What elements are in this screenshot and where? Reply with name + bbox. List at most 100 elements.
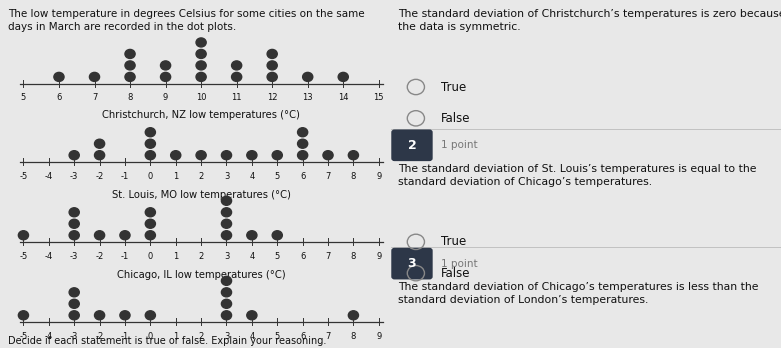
Text: Chicago, IL low temperatures (°C): Chicago, IL low temperatures (°C) xyxy=(117,270,285,280)
Circle shape xyxy=(19,311,28,320)
Circle shape xyxy=(145,208,155,217)
Circle shape xyxy=(69,288,79,297)
Text: 15: 15 xyxy=(373,93,384,102)
Circle shape xyxy=(161,61,170,70)
Circle shape xyxy=(221,276,231,285)
Circle shape xyxy=(95,139,105,148)
FancyBboxPatch shape xyxy=(391,129,433,161)
Circle shape xyxy=(247,311,257,320)
Circle shape xyxy=(95,311,105,320)
Text: 8: 8 xyxy=(127,93,133,102)
Text: 3: 3 xyxy=(224,252,229,261)
Circle shape xyxy=(125,49,135,58)
Circle shape xyxy=(221,288,231,297)
Text: 9: 9 xyxy=(163,93,168,102)
Text: -5: -5 xyxy=(20,252,27,261)
Text: 7: 7 xyxy=(326,332,330,341)
Text: 7: 7 xyxy=(92,93,97,102)
Text: The low temperature in degrees Celsius for some cities on the same
days in March: The low temperature in degrees Celsius f… xyxy=(8,9,365,32)
Text: 6: 6 xyxy=(300,332,305,341)
Text: 2: 2 xyxy=(198,172,204,181)
Text: 0: 0 xyxy=(148,252,153,261)
Circle shape xyxy=(267,61,277,70)
Text: The standard deviation of Christchurch’s temperatures is zero because
the data i: The standard deviation of Christchurch’s… xyxy=(398,9,781,32)
Text: 2: 2 xyxy=(198,332,204,341)
Text: 9: 9 xyxy=(376,172,381,181)
Circle shape xyxy=(170,151,180,160)
Circle shape xyxy=(272,151,283,160)
Circle shape xyxy=(69,311,79,320)
Circle shape xyxy=(69,231,79,240)
Circle shape xyxy=(196,38,206,47)
Text: 12: 12 xyxy=(267,93,277,102)
Text: 1: 1 xyxy=(173,172,178,181)
Text: 8: 8 xyxy=(351,332,356,341)
Circle shape xyxy=(221,219,231,228)
Text: -1: -1 xyxy=(121,172,129,181)
Text: 1 point: 1 point xyxy=(441,140,478,150)
Text: False: False xyxy=(441,267,471,280)
Text: -5: -5 xyxy=(20,172,27,181)
Text: -5: -5 xyxy=(20,332,27,341)
Text: 3: 3 xyxy=(408,257,416,270)
Text: True: True xyxy=(441,80,466,94)
Text: 0: 0 xyxy=(148,332,153,341)
Circle shape xyxy=(298,151,308,160)
Text: 4: 4 xyxy=(249,172,255,181)
Text: The standard deviation of Chicago’s temperatures is less than the
standard devia: The standard deviation of Chicago’s temp… xyxy=(398,282,759,305)
Text: 7: 7 xyxy=(326,172,330,181)
Circle shape xyxy=(54,72,64,81)
Circle shape xyxy=(145,311,155,320)
Text: 6: 6 xyxy=(300,172,305,181)
Text: 7: 7 xyxy=(326,252,330,261)
Circle shape xyxy=(69,219,79,228)
Circle shape xyxy=(221,208,231,217)
Text: -1: -1 xyxy=(121,332,129,341)
Text: -3: -3 xyxy=(70,332,78,341)
Text: -4: -4 xyxy=(45,172,53,181)
Circle shape xyxy=(221,151,231,160)
Circle shape xyxy=(221,311,231,320)
Text: -3: -3 xyxy=(70,172,78,181)
Text: -4: -4 xyxy=(45,332,53,341)
Text: 3: 3 xyxy=(224,332,229,341)
Circle shape xyxy=(119,311,130,320)
Circle shape xyxy=(145,139,155,148)
Text: True: True xyxy=(441,235,466,248)
Circle shape xyxy=(302,72,312,81)
FancyBboxPatch shape xyxy=(391,248,433,279)
Circle shape xyxy=(125,61,135,70)
Circle shape xyxy=(95,151,105,160)
Circle shape xyxy=(145,231,155,240)
Circle shape xyxy=(196,49,206,58)
Circle shape xyxy=(69,208,79,217)
Circle shape xyxy=(19,231,28,240)
Text: 2: 2 xyxy=(408,139,416,152)
Circle shape xyxy=(323,151,333,160)
Text: 9: 9 xyxy=(376,252,381,261)
Text: -2: -2 xyxy=(95,332,104,341)
Circle shape xyxy=(95,231,105,240)
Text: 1: 1 xyxy=(173,332,178,341)
Circle shape xyxy=(69,299,79,308)
Text: 9: 9 xyxy=(376,332,381,341)
Circle shape xyxy=(161,72,170,81)
Text: 4: 4 xyxy=(249,332,255,341)
Circle shape xyxy=(231,72,241,81)
Circle shape xyxy=(119,231,130,240)
Text: 3: 3 xyxy=(224,172,229,181)
Circle shape xyxy=(196,61,206,70)
Text: -2: -2 xyxy=(95,252,104,261)
Text: 10: 10 xyxy=(196,93,206,102)
Circle shape xyxy=(338,72,348,81)
Text: 6: 6 xyxy=(300,252,305,261)
Circle shape xyxy=(145,151,155,160)
Circle shape xyxy=(196,151,206,160)
Text: 5: 5 xyxy=(275,172,280,181)
Text: 13: 13 xyxy=(302,93,313,102)
Circle shape xyxy=(272,231,283,240)
Text: -1: -1 xyxy=(121,252,129,261)
Text: 8: 8 xyxy=(351,252,356,261)
Text: 1 point: 1 point xyxy=(441,259,478,269)
Text: -2: -2 xyxy=(95,172,104,181)
